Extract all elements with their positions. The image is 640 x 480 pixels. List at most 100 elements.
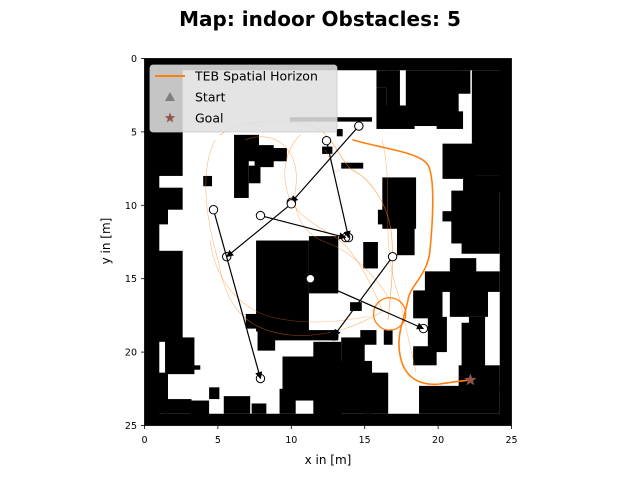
x-axis-label: x in [m]	[305, 453, 352, 467]
obstacle-end-marker	[329, 331, 339, 341]
wall-block	[322, 146, 333, 154]
wall-block	[203, 175, 213, 187]
y-tick-label: 15	[125, 274, 137, 285]
wall-block	[396, 209, 415, 256]
legend-box	[149, 64, 338, 133]
wall-block	[424, 271, 500, 292]
obstacle-start-marker	[208, 205, 219, 215]
obstacle-arrow	[212, 209, 263, 380]
obstacle-start-marker	[321, 136, 332, 146]
obstacle-start-marker	[305, 274, 316, 284]
y-axis-ticks: 0 5 10 15 20 25	[125, 54, 145, 432]
occupancy-walls	[144, 58, 512, 426]
obstacle-arrow	[226, 203, 292, 258]
start-footprint-circle	[372, 297, 407, 331]
wall-block	[223, 396, 251, 414]
wall-block	[442, 143, 475, 179]
wall-block	[144, 250, 183, 342]
obstacle-arrow	[333, 256, 394, 337]
wall-block	[419, 385, 500, 414]
x-axis-ticks: 0 5 10 15 20 25	[141, 425, 518, 446]
wall-block	[376, 87, 387, 129]
wall-block	[144, 205, 168, 225]
wall-block	[190, 400, 210, 416]
axes-frame	[144, 58, 512, 426]
legend-star-icon	[164, 112, 176, 123]
wall-block	[336, 128, 343, 137]
wall-block	[436, 111, 464, 129]
wall-block	[144, 187, 183, 210]
obstacle-arrow	[325, 140, 351, 239]
x-tick-label: 5	[215, 435, 221, 446]
trajectory-spread-6	[209, 239, 371, 323]
obstacle-arrow	[260, 214, 347, 240]
wall-block	[251, 403, 267, 414]
wall-block	[144, 413, 512, 426]
goal-star-marker	[464, 373, 477, 386]
legend-entry-start: Start	[195, 90, 226, 105]
obstacle-arrow	[310, 278, 425, 330]
wall-block	[363, 242, 378, 269]
x-tick-label: 20	[432, 435, 444, 446]
wall-block	[165, 399, 192, 414]
wall-block	[234, 159, 249, 198]
wall-block	[308, 236, 339, 294]
x-tick-label: 25	[505, 435, 517, 446]
wall-block	[187, 365, 201, 370]
obstacle-end-marker	[418, 323, 429, 334]
legend: TEB Spatial Horizon Start Goal	[149, 64, 338, 133]
obstacle-start-marker	[387, 251, 398, 262]
wall-block	[364, 372, 389, 414]
wall-block	[449, 290, 489, 317]
legend-entry-goal: Goal	[195, 111, 223, 126]
legend-triangle-icon	[165, 92, 175, 101]
obstacle-arrows	[208, 121, 429, 384]
obstacle-start-marker	[255, 210, 266, 221]
wall-block	[473, 131, 502, 176]
wall-block	[449, 258, 477, 273]
trajectory-spread-7	[381, 139, 417, 373]
obstacle-end-marker	[255, 373, 266, 384]
wall-block	[144, 58, 512, 71]
wall-block	[457, 70, 471, 94]
wall-block	[144, 372, 168, 414]
trajectory-spread-3	[244, 136, 391, 301]
wall-block	[442, 211, 458, 222]
x-tick-label: 0	[141, 435, 147, 446]
wall-block	[461, 322, 477, 367]
obstacle-end-marker	[222, 251, 232, 262]
y-tick-label: 20	[125, 348, 137, 359]
wall-block	[360, 330, 377, 345]
obstacle-end-marker	[340, 232, 351, 243]
wall-block	[248, 165, 261, 184]
wall-block	[209, 387, 220, 400]
y-tick-label: 10	[125, 201, 137, 212]
wall-block	[341, 162, 364, 169]
wall-block	[461, 242, 500, 254]
obstacle-start-marker	[354, 121, 364, 131]
wall-block	[463, 175, 502, 193]
y-tick-label: 5	[131, 127, 137, 138]
y-tick-label: 0	[131, 54, 137, 65]
y-tick-label: 25	[125, 421, 137, 432]
wall-block	[245, 313, 273, 329]
wall-block	[451, 190, 500, 244]
wall-block	[383, 330, 393, 345]
wall-block	[254, 145, 274, 168]
wall-block	[282, 356, 330, 401]
x-tick-label: 10	[285, 435, 297, 446]
obstacle-arrow	[290, 125, 360, 203]
trajectory-main	[352, 139, 471, 386]
obstacle-start-marker	[286, 199, 296, 209]
wall-block	[427, 316, 447, 353]
wall-block	[413, 290, 443, 319]
wall-block	[270, 148, 287, 162]
legend-entry-teb: TEB Spatial Horizon	[194, 69, 318, 84]
wall-block	[471, 70, 502, 144]
chart-title: Map: indoor Obstacles: 5	[179, 7, 461, 31]
wall-block	[376, 70, 389, 88]
x-tick-label: 15	[359, 435, 371, 446]
y-axis-label: y in [m]	[99, 218, 113, 265]
wall-block	[257, 328, 276, 351]
